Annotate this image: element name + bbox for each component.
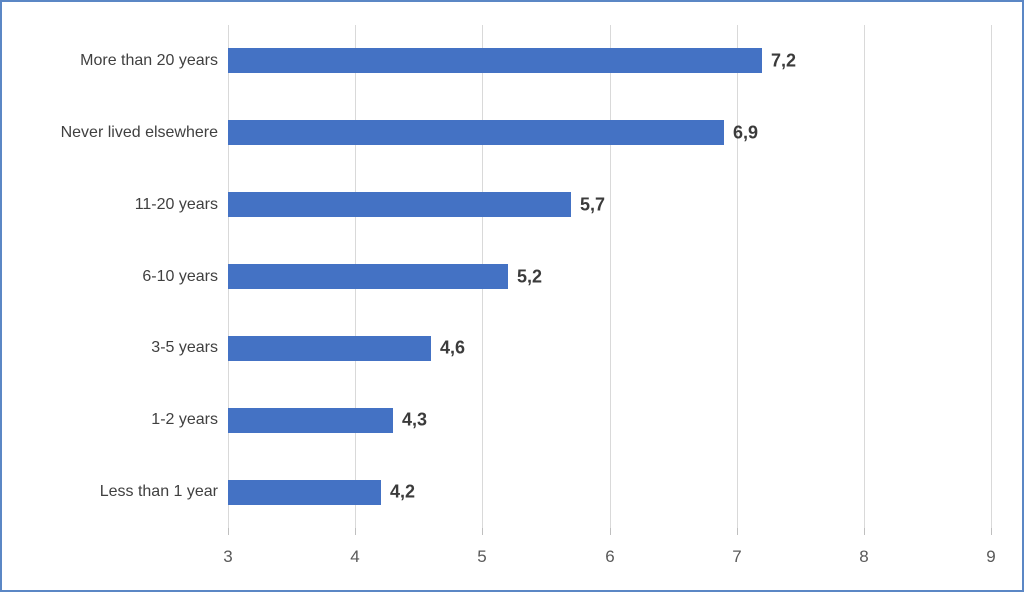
bar-value-label: 4,6 <box>440 337 466 358</box>
bar <box>228 336 431 361</box>
axis-tick-mark <box>991 528 992 535</box>
plot-area: 7,2 6,9 5,7 5,2 4,6 4,3 4,2 <box>228 25 992 535</box>
axis-tick-mark <box>864 528 865 535</box>
x-axis-tick-label: 5 <box>477 547 487 566</box>
bar-value-label: 4,3 <box>402 409 428 430</box>
x-axis-tick-label: 6 <box>605 547 615 566</box>
bar <box>228 408 393 433</box>
x-axis-tick-label: 3 <box>223 547 233 566</box>
gridline <box>991 25 992 528</box>
axis-tick-mark <box>482 528 483 535</box>
gridline <box>737 25 738 528</box>
value-axis: 3 4 5 6 7 8 9 <box>223 543 995 569</box>
bar-value-label: 5,7 <box>580 194 606 215</box>
bar-value-label: 7,2 <box>771 50 797 71</box>
category-label: 3-5 years <box>151 339 218 357</box>
category-label: Never lived elsewhere <box>60 123 218 141</box>
x-axis-tick-label: 7 <box>732 547 742 566</box>
gridline <box>864 25 865 528</box>
bar <box>228 192 571 217</box>
axis-tick-mark <box>228 528 229 535</box>
bar <box>228 120 724 145</box>
axis-tick-mark <box>610 528 611 535</box>
x-axis-tick-label: 4 <box>350 547 360 566</box>
bar-value-label: 5,2 <box>517 266 543 286</box>
bar-value-label: 6,9 <box>733 122 759 143</box>
axis-tick-mark <box>355 528 356 535</box>
category-label: More than 20 years <box>80 51 218 69</box>
category-label: 1-2 years <box>151 411 218 429</box>
bar <box>228 48 762 73</box>
category-label: 11-20 years <box>134 195 218 213</box>
gridline <box>610 25 611 528</box>
x-axis-tick-label: 9 <box>986 547 996 566</box>
x-axis-tick-label: 8 <box>859 547 869 566</box>
bar-value-label: 4,2 <box>390 481 416 502</box>
bar <box>228 264 508 289</box>
category-axis: More than 20 years Never lived elsewhere 1… <box>2 25 218 528</box>
bar <box>228 480 381 505</box>
category-label: Less than 1 year <box>99 483 218 501</box>
axis-tick-mark <box>737 528 738 535</box>
category-label: 6-10 years <box>142 267 218 285</box>
